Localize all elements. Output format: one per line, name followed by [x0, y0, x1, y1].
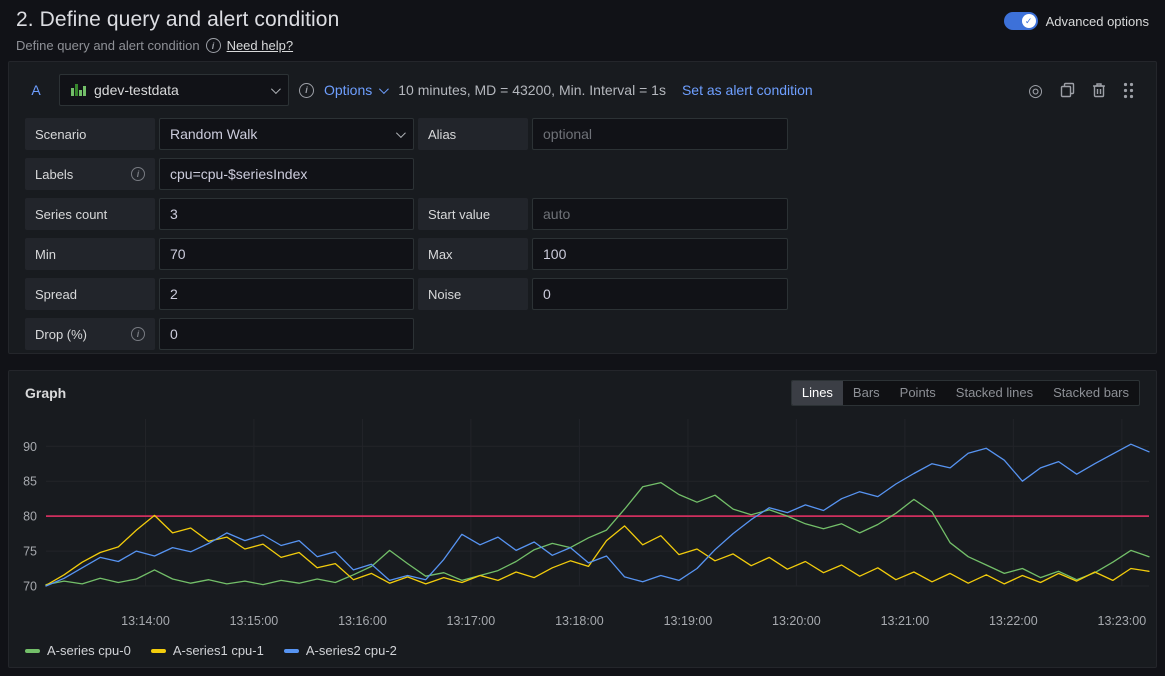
labels-input[interactable] [159, 158, 414, 190]
tab-stacked-bars[interactable]: Stacked bars [1053, 385, 1129, 400]
disable-query-icon[interactable]: ◎ [1028, 80, 1043, 100]
advanced-options-label: Advanced options [1045, 13, 1149, 29]
svg-text:85: 85 [23, 475, 37, 489]
scenario-select[interactable]: Random Walk [159, 118, 414, 150]
delete-query-icon[interactable] [1092, 82, 1106, 98]
info-icon: i [131, 327, 145, 341]
toggle-check-icon: ✓ [1021, 14, 1036, 28]
legend-series-name: A-series1 cpu-1 [172, 643, 264, 658]
drag-handle[interactable] [1123, 82, 1134, 99]
svg-text:90: 90 [23, 440, 37, 454]
svg-text:70: 70 [23, 580, 37, 594]
drop-percent-input[interactable] [159, 318, 414, 350]
drop-percent-label: Drop (%) i [25, 318, 155, 350]
max-input[interactable] [532, 238, 788, 270]
start-value-input[interactable] [532, 198, 788, 230]
svg-text:13:18:00: 13:18:00 [555, 614, 604, 628]
chevron-down-icon [270, 83, 281, 94]
info-icon: i [131, 167, 145, 181]
legend-item[interactable]: A-series1 cpu-1 [150, 643, 264, 658]
options-dropdown[interactable]: Options [324, 82, 390, 98]
legend-series-name: A-series cpu-0 [47, 643, 131, 658]
tab-lines[interactable]: Lines [791, 381, 843, 405]
testdata-scenario-form: Scenario Random Walk Alias Labels i Seri… [17, 112, 1148, 350]
spread-input[interactable] [159, 278, 414, 310]
noise-input[interactable] [532, 278, 788, 310]
legend-item[interactable]: A-series cpu-0 [25, 643, 131, 658]
legend-color-marker [25, 648, 40, 653]
svg-text:13:21:00: 13:21:00 [881, 614, 930, 628]
tab-stacked-lines[interactable]: Stacked lines [955, 385, 1034, 400]
query-refid[interactable]: A [31, 82, 41, 98]
tab-bars[interactable]: Bars [852, 385, 880, 400]
need-help-link[interactable]: Need help? [226, 38, 294, 53]
alias-label: Alias [418, 118, 528, 150]
query-summary: 10 minutes, MD = 43200, Min. Interval = … [398, 82, 666, 98]
spread-label: Spread [25, 278, 155, 310]
noise-label: Noise [418, 278, 528, 310]
svg-text:13:15:00: 13:15:00 [230, 614, 279, 628]
chart-canvas: 70 75 80 85 90 13:14:00 13:15:00 13:16:00 13:17:… [23, 419, 1150, 628]
datasource-picker[interactable]: gdev-testdata [59, 74, 289, 106]
graph-title: Graph [25, 385, 67, 401]
svg-text:13:17:00: 13:17:00 [447, 614, 496, 628]
chevron-down-icon [379, 83, 390, 94]
min-label: Min [25, 238, 155, 270]
svg-text:13:16:00: 13:16:00 [338, 614, 387, 628]
start-value-label: Start value [418, 198, 528, 230]
labels-label: Labels i [25, 158, 155, 190]
legend-color-marker [150, 648, 166, 653]
duplicate-query-icon[interactable] [1060, 82, 1075, 98]
query-editor-panel: A gdev-testdata i Options 10 minutes, MD… [8, 61, 1157, 354]
advanced-options-toggle[interactable]: ✓ [1003, 12, 1038, 30]
svg-text:13:22:00: 13:22:00 [989, 614, 1038, 628]
svg-text:80: 80 [23, 510, 37, 524]
scenario-label: Scenario [25, 118, 155, 150]
graph-panel: Graph Lines Bars Points Stacked lines St… [8, 370, 1157, 668]
chart-legend: A-series cpu-0 A-series1 cpu-1 A-series2 c… [9, 643, 1156, 658]
info-icon: i [205, 38, 221, 53]
series-count-input[interactable] [159, 198, 414, 230]
svg-text:13:20:00: 13:20:00 [772, 614, 821, 628]
legend-color-marker [283, 648, 299, 653]
svg-text:13:14:00: 13:14:00 [121, 614, 170, 628]
svg-text:75: 75 [23, 545, 37, 559]
legend-item[interactable]: A-series2 cpu-2 [283, 643, 397, 658]
testdata-datasource-icon [71, 84, 86, 96]
min-input[interactable] [159, 238, 414, 270]
draw-mode-group: Lines Bars Points Stacked lines Stacked … [790, 380, 1140, 406]
page-subtitle: Define query and alert condition [16, 38, 200, 53]
time-series-chart[interactable]: 70 75 80 85 90 13:14:00 13:15:00 13:16:00 13:17:… [9, 419, 1156, 639]
svg-text:13:23:00: 13:23:00 [1098, 614, 1147, 628]
query-info-icon[interactable]: i [299, 82, 314, 98]
svg-text:13:19:00: 13:19:00 [664, 614, 713, 628]
chevron-down-icon [395, 127, 406, 138]
set-alert-condition-link[interactable]: Set as alert condition [681, 82, 813, 98]
tab-points[interactable]: Points [899, 385, 936, 400]
page-title: 2. Define query and alert condition [16, 8, 340, 31]
page-header: 2. Define query and alert condition Defi… [0, 0, 1165, 53]
alias-input[interactable] [532, 118, 788, 150]
legend-series-name: A-series2 cpu-2 [305, 643, 397, 658]
series-count-label: Series count [25, 198, 155, 230]
datasource-name: gdev-testdata [94, 82, 179, 98]
max-label: Max [418, 238, 528, 270]
